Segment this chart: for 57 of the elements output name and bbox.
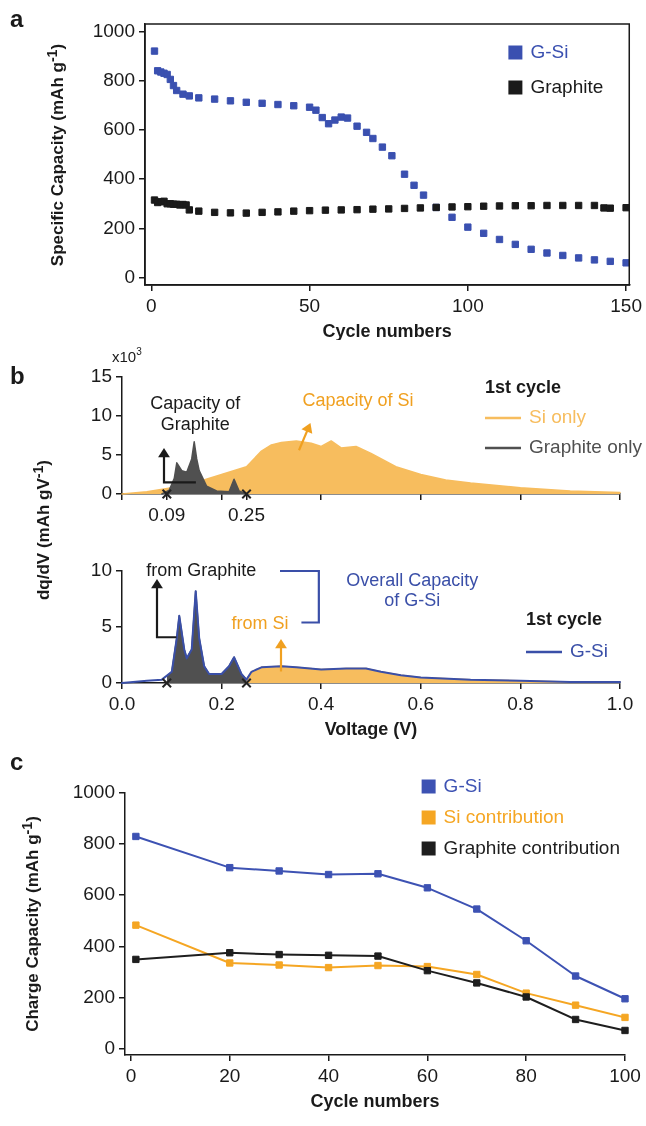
- x-tick-label: 80: [515, 1064, 537, 1086]
- y-tick-label: 5: [101, 615, 112, 637]
- annotation: from Si: [231, 612, 289, 633]
- legend-label: Si only: [528, 406, 587, 428]
- y-tick-label: 1000: [72, 781, 115, 803]
- x-tick-label: 60: [416, 1064, 438, 1086]
- annotation: Capacity of Si: [302, 390, 414, 411]
- y-tick-label: 800: [103, 68, 135, 90]
- x-tick-label: 150: [610, 294, 642, 316]
- y-tick-label: 0: [104, 1036, 115, 1058]
- x-tick-label: 20: [219, 1064, 241, 1086]
- legend-label: G-Si: [443, 774, 482, 796]
- chart-title: a: [10, 4, 24, 32]
- y-tick-label: 15: [90, 365, 112, 387]
- x-axis-title: Cycle numbers: [322, 321, 452, 342]
- legend-label: Graphite: [530, 75, 604, 97]
- legend-title: 1st cycle: [484, 376, 562, 397]
- legend-label: Graphite only: [528, 436, 643, 458]
- chart-title: c: [10, 747, 24, 775]
- x-tick-label: 50: [299, 294, 321, 316]
- y-tick-label: 400: [103, 167, 135, 189]
- x-tick-label: 0: [146, 294, 157, 316]
- x-tick-label: 100: [451, 294, 484, 316]
- y-tick-label: 600: [103, 118, 135, 140]
- legend-title: 1st cycle: [526, 608, 603, 629]
- y-tick-label: 200: [83, 985, 115, 1007]
- y-tick-label: 10: [90, 404, 112, 426]
- x-axis-title: Voltage (V): [324, 719, 418, 740]
- x-tick-label: 0.6: [407, 692, 435, 714]
- legend-label: Graphite contribution: [443, 836, 621, 858]
- legend-label: Si contribution: [443, 805, 565, 827]
- annotation: from Graphite: [146, 560, 257, 581]
- annotation: Overall Capacity of G-Si: [346, 569, 479, 611]
- y-tick-label: 1000: [92, 19, 135, 41]
- x-tick-label: 0.09: [148, 503, 186, 525]
- legend-label: G-Si: [570, 640, 608, 662]
- x-tick-label: 0.8: [507, 692, 534, 714]
- chart-title: b: [10, 361, 25, 389]
- y-tick-label: 400: [83, 934, 115, 956]
- y-tick-label: 10: [90, 559, 112, 581]
- x-tick-label: 0.4: [307, 692, 335, 714]
- y-tick-label: 0: [124, 265, 135, 287]
- y-tick-label: 200: [103, 216, 135, 238]
- y-tick-label: 0: [101, 671, 112, 693]
- y-tick-label: 600: [83, 883, 115, 905]
- y-tick-label: 0: [101, 482, 112, 504]
- y-tick-label: 800: [83, 832, 115, 854]
- x-tick-label: 0.2: [208, 692, 235, 714]
- legend-label: G-Si: [530, 40, 569, 62]
- x-tick-label: 0.0: [108, 692, 136, 714]
- y-tick-label: 5: [101, 443, 112, 465]
- x-tick-label: 0.25: [228, 503, 265, 525]
- x-tick-label: 40: [317, 1064, 340, 1086]
- annotation: Capacity of Graphite: [150, 393, 242, 435]
- x-tick-label: 100: [609, 1064, 641, 1086]
- x-tick-label: 1.0: [606, 692, 634, 714]
- x-axis-title: Cycle numbers: [310, 1091, 440, 1112]
